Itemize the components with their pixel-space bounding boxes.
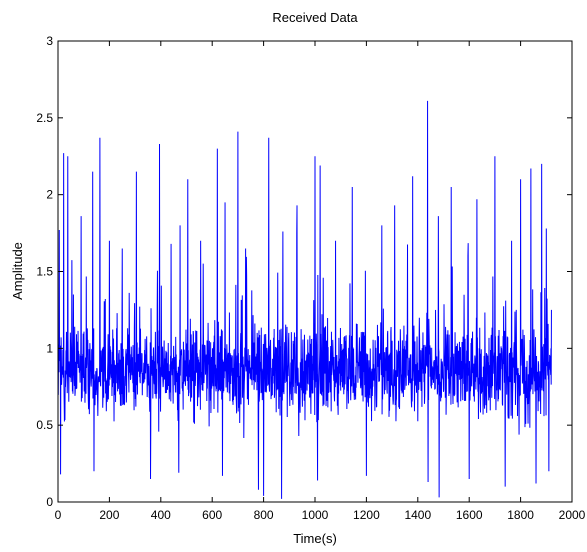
x-tick-label: 600 xyxy=(202,508,222,522)
series-group xyxy=(57,100,552,499)
ticks-group xyxy=(57,40,573,503)
x-tick-label: 1400 xyxy=(404,508,431,522)
y-tick-label: 2.5 xyxy=(36,111,53,125)
x-tick-label: 1200 xyxy=(353,508,380,522)
x-tick-label: 400 xyxy=(151,508,171,522)
y-tick-label: 2 xyxy=(46,188,53,202)
x-tick-label: 200 xyxy=(99,508,119,522)
y-tick-label: 0 xyxy=(46,495,53,509)
y-tick-label: 0.5 xyxy=(36,418,53,432)
x-axis-label: Time(s) xyxy=(293,531,337,546)
y-tick-label: 1 xyxy=(46,341,53,355)
x-tick-label: 1600 xyxy=(456,508,483,522)
x-tick-label: 0 xyxy=(55,508,62,522)
y-tick-label: 1.5 xyxy=(36,265,53,279)
series-line xyxy=(57,100,552,499)
tick-labels-group: 0 200 400 600 800 1000 1200 1400 1600 1800 2000 0 0.… xyxy=(36,34,585,522)
x-tick-label: 800 xyxy=(254,508,274,522)
x-tick-label: 2000 xyxy=(559,508,586,522)
y-axis-label: Amplitude xyxy=(10,242,25,300)
x-tick-label: 1800 xyxy=(507,508,534,522)
x-tick-label: 1000 xyxy=(302,508,329,522)
chart-title: Received Data xyxy=(272,10,358,25)
y-tick-label: 3 xyxy=(46,34,53,48)
